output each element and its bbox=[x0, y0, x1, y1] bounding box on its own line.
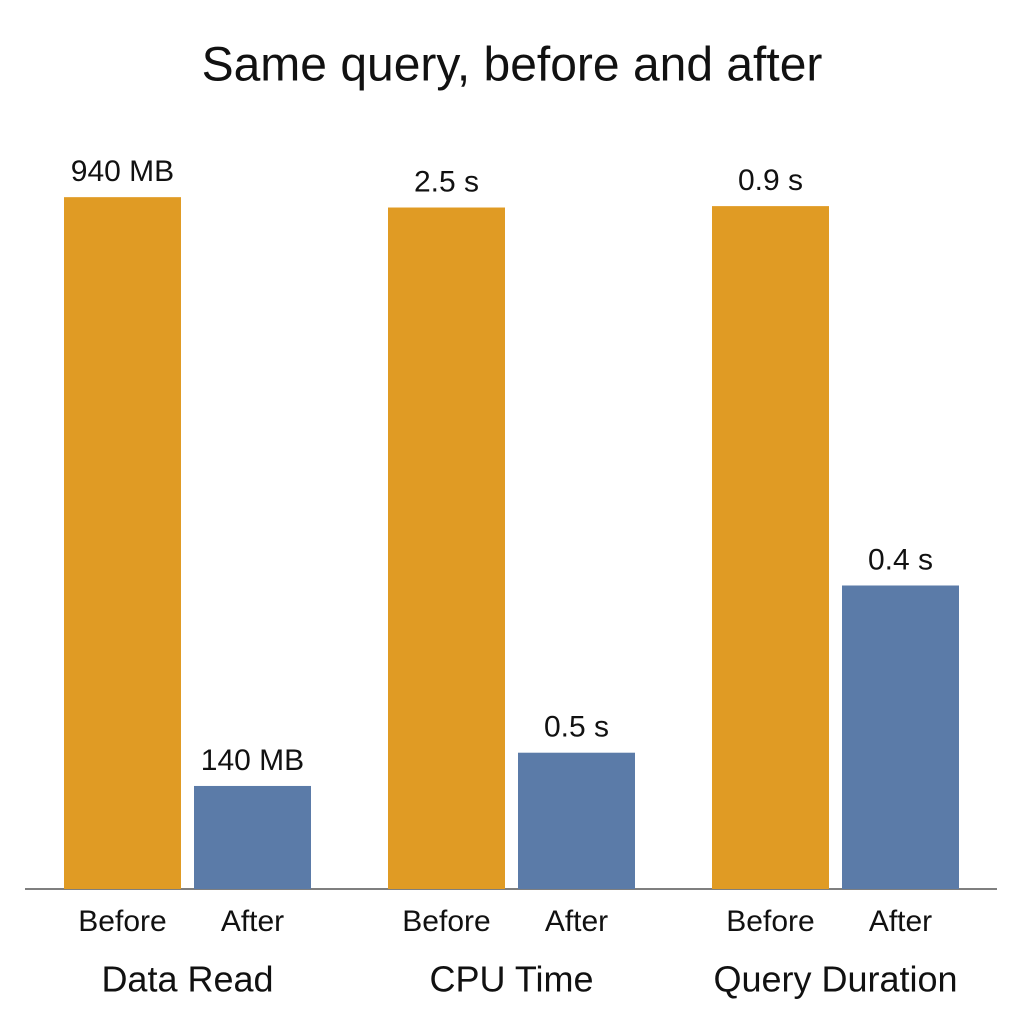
x-tick-label: Before bbox=[402, 905, 490, 938]
x-tick-label: After bbox=[545, 905, 608, 938]
value-label: 0.9 s bbox=[738, 164, 803, 197]
value-label: 0.4 s bbox=[868, 543, 933, 576]
group-label: Data Read bbox=[101, 959, 273, 1000]
value-label: 140 MB bbox=[201, 744, 304, 777]
x-tick-label: Before bbox=[726, 905, 814, 938]
chart-title: Same query, before and after bbox=[202, 39, 823, 92]
x-tick-label: After bbox=[221, 905, 284, 938]
value-label: 2.5 s bbox=[414, 165, 479, 198]
bar bbox=[194, 785, 311, 889]
bar bbox=[64, 197, 181, 889]
bar bbox=[518, 752, 635, 889]
group-label: CPU Time bbox=[429, 959, 593, 1000]
value-label: 0.5 s bbox=[544, 711, 609, 744]
x-tick-label: Before bbox=[78, 905, 166, 938]
bar bbox=[712, 206, 829, 889]
group-label: Query Duration bbox=[713, 959, 957, 1000]
value-label: 940 MB bbox=[71, 155, 174, 188]
bar bbox=[388, 207, 505, 889]
bar bbox=[842, 585, 959, 889]
x-tick-label: After bbox=[869, 905, 932, 938]
